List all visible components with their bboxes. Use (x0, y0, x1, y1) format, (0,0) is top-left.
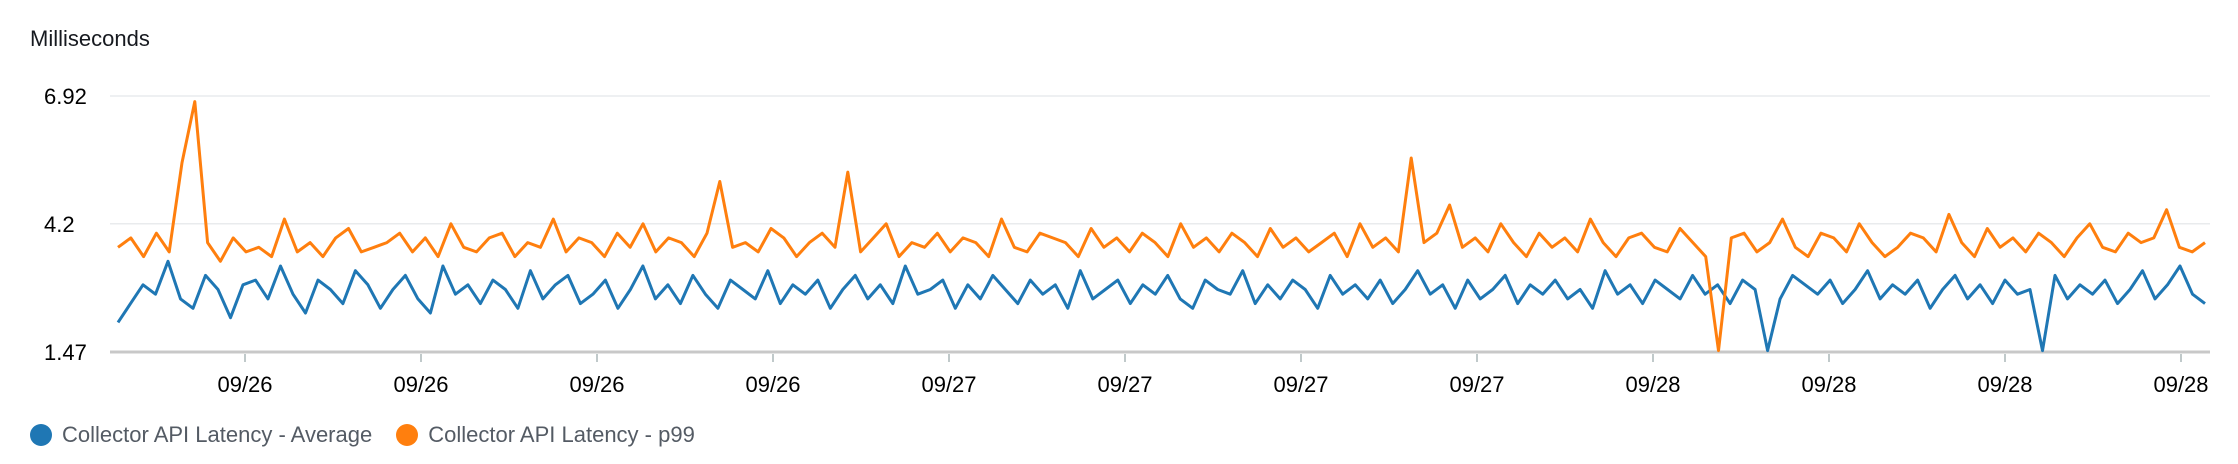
x-tick-label: 09/28 (2153, 372, 2208, 397)
series-line-p99[interactable] (117, 100, 2206, 353)
x-tick-label: 09/28 (1625, 372, 1680, 397)
y-tick-label: 6.92 (44, 84, 87, 109)
x-tick-label: 09/27 (1097, 372, 1152, 397)
legend-item-p99[interactable]: Collector API Latency - p99 (396, 422, 695, 448)
x-tick-label: 09/28 (1977, 372, 2032, 397)
x-axis-ticks: 09/26 09/26 09/26 09/26 09/27 09/27 09/27 09/27… (217, 354, 2209, 397)
x-tick-label: 09/27 (1449, 372, 1504, 397)
legend-label-average: Collector API Latency - Average (62, 422, 373, 447)
legend: Collector API Latency - Average Collecto… (30, 422, 719, 448)
series-layer (116, 100, 2206, 353)
grid-layer (110, 95, 2210, 354)
legend-item-average[interactable]: Collector API Latency - Average (30, 422, 372, 448)
y-axis-ticks: 6.92 4.2 1.47 (44, 84, 87, 365)
x-tick-label: 09/27 (1273, 372, 1328, 397)
x-tick-label: 09/26 (745, 372, 800, 397)
x-tick-label: 09/26 (393, 372, 448, 397)
chart-title: Milliseconds (30, 26, 150, 51)
y-tick-label: 1.47 (44, 340, 87, 365)
x-tick-label: 09/27 (921, 372, 976, 397)
x-tick-label: 09/26 (217, 372, 272, 397)
legend-swatch-average (30, 424, 52, 446)
y-tick-label: 4.2 (44, 212, 75, 237)
x-tick-label: 09/28 (1801, 372, 1856, 397)
legend-label-p99: Collector API Latency - p99 (428, 422, 695, 447)
legend-swatch-p99 (396, 424, 419, 446)
x-tick-label: 09/26 (569, 372, 624, 397)
series-line-average[interactable] (116, 259, 2206, 353)
